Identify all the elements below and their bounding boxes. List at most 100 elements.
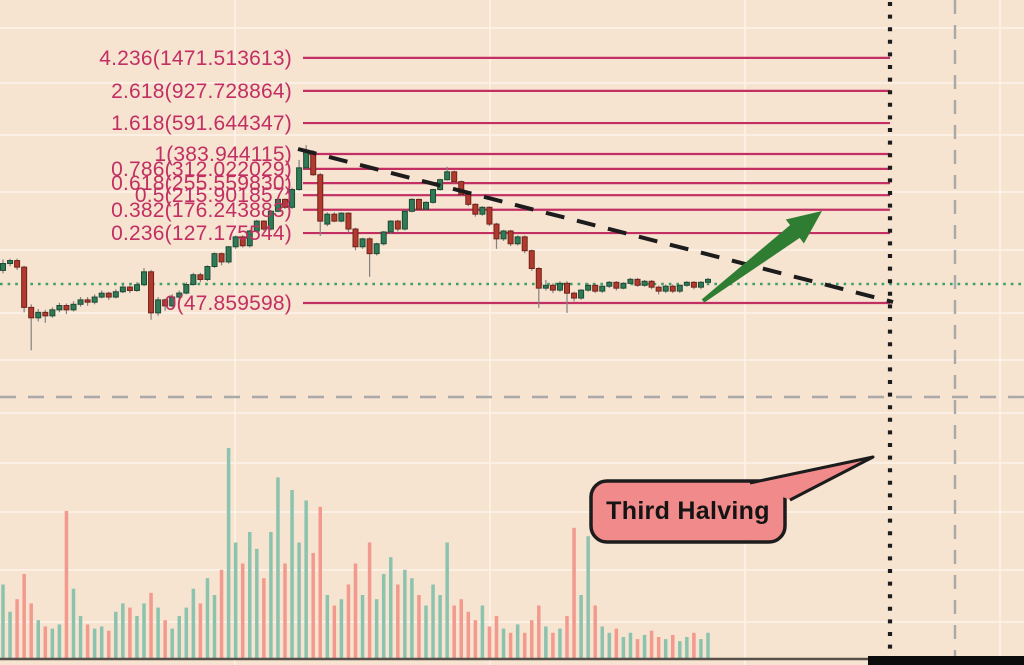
- candle-body: [528, 250, 535, 270]
- volume-bar: [452, 605, 456, 658]
- volume-bar: [431, 584, 435, 658]
- trendline-dashed[interactable]: [297, 147, 894, 304]
- volume-bar: [586, 536, 590, 658]
- candle-body: [133, 284, 140, 291]
- bottom-black-bar: [868, 656, 1024, 665]
- volume-bar: [671, 634, 675, 658]
- candle-body: [627, 278, 634, 284]
- volume-bar: [537, 605, 541, 658]
- volume-bar: [1, 584, 5, 658]
- fib-level-label[interactable]: 0.5(215.901857): [134, 184, 292, 208]
- candle-body: [620, 282, 627, 289]
- volume-bar: [8, 611, 12, 658]
- halving-callout-label[interactable]: Third Halving: [606, 497, 770, 525]
- candle-body: [535, 268, 542, 289]
- volume-bar: [466, 611, 471, 658]
- volume-bar: [332, 605, 337, 658]
- candle-body: [599, 285, 606, 292]
- candle-body: [387, 220, 394, 233]
- volume-bar: [389, 557, 393, 658]
- volume-bar: [149, 592, 153, 658]
- volume-bar: [635, 639, 640, 658]
- volume-bar: [311, 553, 315, 658]
- candle-body: [430, 189, 437, 203]
- candle-body: [112, 291, 119, 298]
- candle-body: [197, 274, 204, 280]
- volume-bar: [36, 620, 40, 658]
- candle-body: [359, 238, 366, 248]
- fib-level-label[interactable]: 0(47.859598): [164, 292, 292, 315]
- volume-bar: [663, 639, 668, 658]
- bottom-axis-border: [0, 656, 1024, 665]
- volume-bar: [699, 639, 703, 658]
- candle-body: [260, 220, 267, 230]
- candle-body: [14, 260, 21, 268]
- fib-level-label[interactable]: 0.786(312.022029): [111, 157, 292, 181]
- candle-body: [225, 246, 232, 263]
- candle-body: [500, 230, 507, 240]
- fib-retracement-lines[interactable]: [303, 56, 890, 305]
- volume-bar: [248, 532, 252, 658]
- candle-body: [669, 285, 676, 292]
- up-arrow-icon[interactable]: [701, 211, 822, 303]
- candle-body: [592, 284, 599, 292]
- volume-bar: [487, 626, 492, 658]
- fib-level-label[interactable]: 0.618(255.559830): [111, 172, 292, 196]
- candle-body: [514, 236, 521, 245]
- candle-body: [289, 189, 296, 208]
- fib-level-label[interactable]: 1(383.944115): [154, 143, 292, 166]
- volume-bar: [128, 607, 132, 658]
- candle-body: [556, 282, 563, 291]
- volume-bar: [57, 624, 62, 658]
- candle-body: [317, 174, 324, 222]
- volume-bar: [276, 477, 280, 658]
- candle-body: [634, 278, 641, 286]
- volume-bar: [621, 637, 626, 658]
- volume-bar: [43, 626, 48, 658]
- volume-bar: [417, 595, 421, 658]
- halving-callout-box[interactable]: [589, 479, 787, 544]
- candle-body: [105, 292, 112, 298]
- volume-bar: [438, 595, 442, 658]
- candle-body: [465, 193, 472, 205]
- volume-bar: [445, 542, 449, 658]
- halving-callout[interactable]: [589, 455, 875, 544]
- fib-level-label[interactable]: 0.236(127.175544): [111, 222, 292, 246]
- candle-body: [373, 243, 380, 255]
- fib-level-label[interactable]: 2.618(927.728864): [111, 79, 292, 103]
- volume-bar: [170, 628, 174, 658]
- volume-bar: [198, 603, 203, 658]
- fib-level-label[interactable]: 0.382(176.243883): [111, 198, 292, 222]
- volume-bar: [219, 569, 224, 658]
- candle-body: [119, 286, 126, 293]
- volume-bar: [78, 616, 83, 658]
- volume-series: [1, 448, 710, 658]
- volume-bar: [107, 630, 111, 658]
- candle-body: [345, 212, 352, 230]
- volume-bar: [212, 595, 217, 658]
- volume-bar: [579, 595, 583, 658]
- candle-body: [91, 296, 98, 303]
- candle-body: [542, 284, 549, 289]
- candle-body: [578, 289, 585, 299]
- volume-bar: [191, 588, 196, 658]
- fib-level-label[interactable]: 4.236(1471.513613): [99, 46, 292, 70]
- candle-body: [472, 203, 479, 215]
- candle-body: [479, 206, 486, 215]
- candle-body: [613, 281, 620, 289]
- volume-bar: [551, 632, 555, 658]
- volume-bar: [85, 624, 90, 658]
- trendline[interactable]: [297, 147, 894, 304]
- volume-bar: [226, 448, 231, 658]
- volume-bar: [156, 607, 160, 658]
- volume-bar: [480, 605, 485, 658]
- halving-callout-tail[interactable]: [749, 455, 875, 502]
- candle-body: [585, 284, 592, 291]
- fib-level-label[interactable]: 1.618(591.644347): [111, 112, 292, 136]
- volume-bar: [593, 605, 597, 658]
- candle-body: [155, 299, 162, 314]
- volume-bar: [410, 578, 414, 658]
- volume-bar: [459, 599, 463, 658]
- up-arrow-drawing[interactable]: [701, 211, 822, 303]
